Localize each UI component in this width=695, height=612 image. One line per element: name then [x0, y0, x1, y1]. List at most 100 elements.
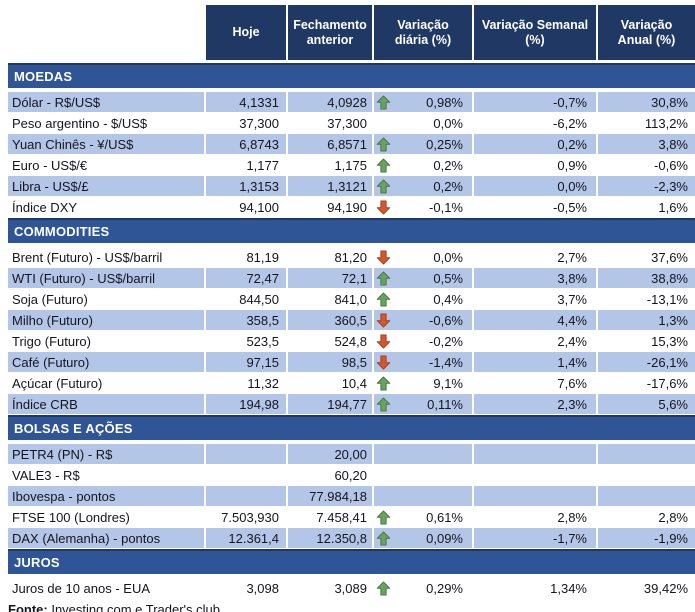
daily-variation-cell: 0,11% — [374, 394, 472, 414]
weekly-variation-value: 1,4% — [474, 352, 596, 372]
hoje-value: 194,98 — [206, 394, 286, 414]
column-header-hoje: Hoje — [206, 5, 286, 60]
daily-variation-cell: -0,2% — [374, 331, 472, 351]
daily-variation-cell: 0,2% — [374, 176, 472, 196]
hoje-value: 4,1331 — [206, 92, 286, 112]
row-label: PETR4 (PN) - R$ — [8, 444, 204, 464]
weekly-variation-value: -6,2% — [553, 115, 587, 131]
arrow-down-icon — [376, 249, 391, 265]
daily-variation-value: 0,4% — [433, 291, 463, 307]
annual-variation-value: 3,8% — [598, 134, 695, 154]
row-label: VALE3 - R$ — [12, 467, 80, 483]
row-label: Juros de 10 anos - EUA — [12, 580, 151, 596]
hoje-value — [206, 486, 286, 506]
fechamento-value: 360,5 — [288, 310, 372, 330]
daily-variation-cell: 0,25% — [374, 134, 472, 154]
fechamento-value: 37,300 — [327, 115, 367, 131]
row-label: Peso argentino - $/US$ — [12, 115, 148, 131]
hoje-value — [206, 465, 286, 485]
daily-variation-cell: 0,4% — [374, 289, 472, 309]
table-row: WTI (Futuro) - US$/barril 72,47 72,1 0,5% 3,… — [8, 268, 695, 288]
daily-variation-value: -1,4% — [429, 354, 463, 370]
weekly-variation-value: 1,34% — [550, 580, 587, 596]
table-row: Índice DXY 94,100 94,190 -0,1% -0,5% 1,6% — [8, 197, 695, 217]
daily-variation-value: 0,29% — [426, 580, 463, 596]
daily-variation-cell — [374, 465, 472, 485]
table-row: Dólar - R$/US$ 4,1331 4,0928 0,98% -0,7% 30,8… — [8, 92, 695, 112]
annual-variation-value: 38,8% — [598, 268, 695, 288]
annual-variation-value: 37,6% — [651, 249, 688, 265]
arrow-up-icon — [376, 136, 391, 152]
daily-variation-cell — [374, 486, 472, 506]
fechamento-value: 10,4 — [341, 375, 367, 391]
weekly-variation-value: 0,2% — [474, 134, 596, 154]
table-row: Libra - US$/£ 1,3153 1,3121 0,2% 0,0% -2,3% — [8, 176, 695, 196]
arrow-up-icon — [376, 375, 391, 391]
hoje-value: 72,47 — [206, 268, 286, 288]
section-header: BOLSAS E AÇÕES — [8, 415, 695, 440]
annual-variation-value — [598, 444, 695, 464]
daily-variation-value: 0,5% — [433, 270, 463, 286]
table-row: Ibovespa - pontos 77.984,18 — [8, 486, 695, 506]
column-header-row: Hoje Fechamento anterior Variação diária… — [206, 5, 695, 60]
hoje-value: 97,15 — [206, 352, 286, 372]
row-label: Açúcar (Futuro) — [12, 375, 103, 391]
fechamento-value: 12.350,8 — [288, 528, 372, 548]
hoje-value: 37,300 — [239, 115, 279, 131]
arrow-up-icon — [376, 178, 391, 194]
hoje-value: 523,5 — [246, 333, 279, 349]
arrow-up-icon — [376, 94, 391, 110]
arrow-down-icon — [376, 354, 391, 370]
weekly-variation-value: -0,7% — [474, 92, 596, 112]
source-label: Fonte: — [8, 602, 48, 612]
weekly-variation-value: 7,6% — [557, 375, 587, 391]
weekly-variation-value: 2,7% — [557, 249, 587, 265]
annual-variation-value: 15,3% — [651, 333, 688, 349]
weekly-variation-value: 3,7% — [557, 291, 587, 307]
daily-variation-value: 0,0% — [433, 115, 463, 131]
annual-variation-value: 1,3% — [598, 310, 695, 330]
daily-variation-value: -0,1% — [429, 199, 463, 215]
daily-variation-value: -0,2% — [429, 333, 463, 349]
daily-variation-value: 0,0% — [433, 249, 463, 265]
fechamento-value: 94,190 — [327, 199, 367, 215]
table-row: FTSE 100 (Londres) 7.503,930 7.458,41 0,61%… — [8, 507, 695, 527]
hoje-value: 6,8743 — [206, 134, 286, 154]
daily-variation-value: 0,61% — [426, 509, 463, 525]
arrow-up-icon — [376, 157, 391, 173]
daily-variation-value: 9,1% — [433, 375, 463, 391]
annual-variation-value: -1,9% — [598, 528, 695, 548]
fechamento-value: 81,20 — [334, 249, 367, 265]
daily-variation-cell: -1,4% — [374, 352, 472, 372]
fechamento-value: 1,3121 — [288, 176, 372, 196]
daily-variation-cell: 0,98% — [374, 92, 472, 112]
row-label: Café (Futuro) — [8, 352, 204, 372]
weekly-variation-value — [474, 444, 596, 464]
weekly-variation-value — [474, 486, 596, 506]
daily-variation-cell: 0,61% — [374, 507, 472, 527]
table-row: Trigo (Futuro) 523,5 524,8 -0,2% 2,4% 15,3% — [8, 331, 695, 351]
weekly-variation-value: 0,9% — [557, 157, 587, 173]
arrow-placeholder — [376, 447, 391, 462]
hoje-value: 11,32 — [247, 375, 279, 391]
hoje-value — [206, 444, 286, 464]
table-body: MOEDAS Dólar - R$/US$ 4,1331 4,0928 0,98% -0,… — [8, 63, 695, 598]
fechamento-value: 194,77 — [288, 394, 372, 414]
daily-variation-value: 0,98% — [426, 94, 463, 110]
table-row: DAX (Alemanha) - pontos 12.361,4 12.350,8 0… — [8, 528, 695, 548]
fechamento-value: 6,8571 — [288, 134, 372, 154]
arrow-up-icon — [376, 291, 391, 307]
arrow-placeholder — [376, 468, 391, 483]
section-header: MOEDAS — [8, 63, 695, 88]
arrow-up-icon — [376, 270, 391, 286]
column-header-variacao-anual: Variação Anual (%) — [598, 5, 695, 60]
column-header-variacao-diaria: Variação diária (%) — [374, 5, 472, 60]
daily-variation-cell: 0,09% — [374, 528, 472, 548]
hoje-value: 81,19 — [246, 249, 279, 265]
table-row: Euro - US$/€ 1,177 1,175 0,2% 0,9% -0,6% — [8, 155, 695, 175]
row-label: Índice CRB — [8, 394, 204, 414]
table-row: Soja (Futuro) 844,50 841,0 0,4% 3,7% -13,1% — [8, 289, 695, 309]
source-footer: Fonte: Investing.com e Trader's club — [8, 602, 695, 612]
daily-variation-cell: 0,29% — [374, 578, 472, 598]
